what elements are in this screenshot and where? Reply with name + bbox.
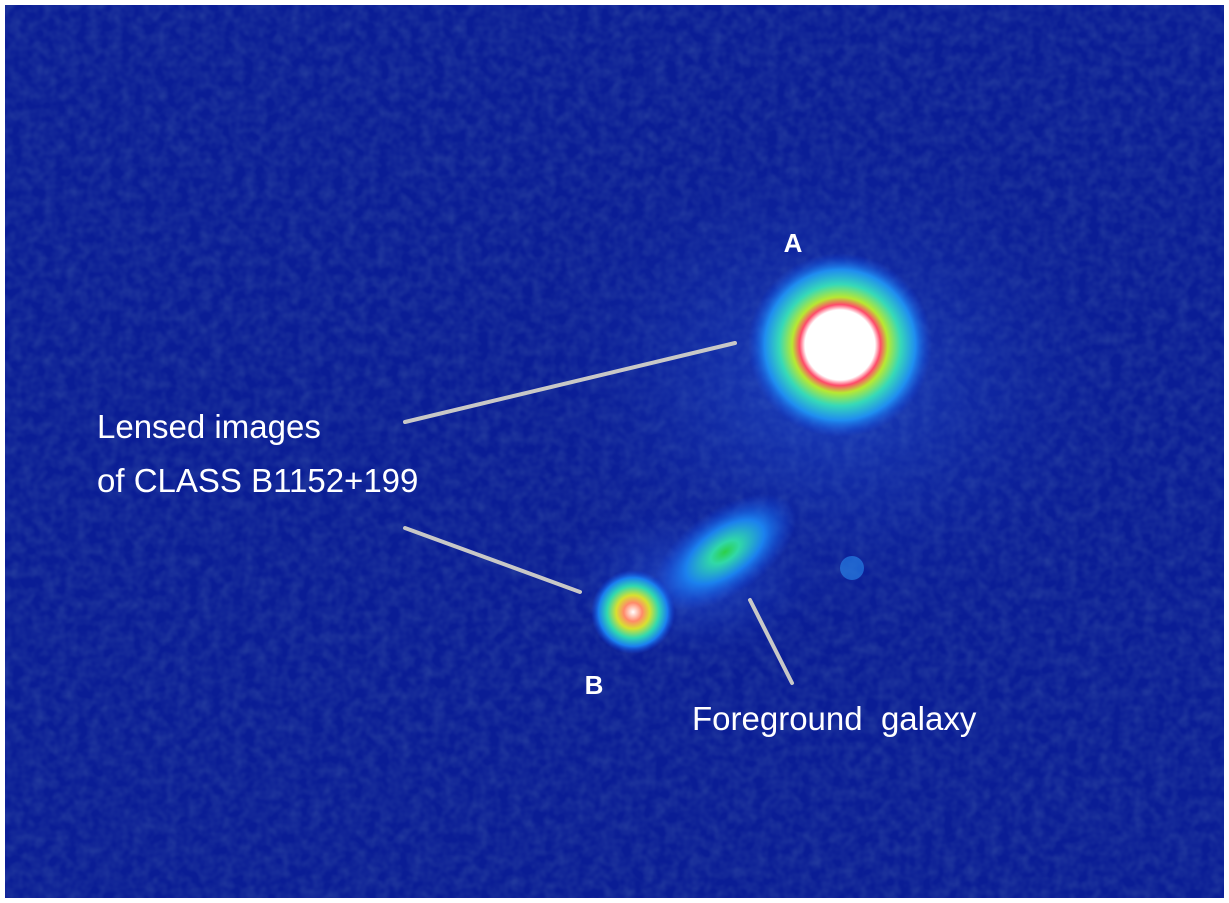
galaxy-label: Foreground galaxy — [692, 700, 977, 737]
figure: A B Lensed images of CLASS B1152+199 For… — [0, 0, 1229, 903]
faint-source — [840, 556, 864, 580]
lensed-label-line: of CLASS B1152+199 — [97, 462, 418, 499]
image-a-blob — [748, 253, 932, 437]
lensed-label-line: Lensed images — [97, 408, 321, 445]
image-b-blob — [591, 570, 675, 654]
label-a: A — [784, 228, 803, 258]
label-b: B — [585, 670, 604, 700]
